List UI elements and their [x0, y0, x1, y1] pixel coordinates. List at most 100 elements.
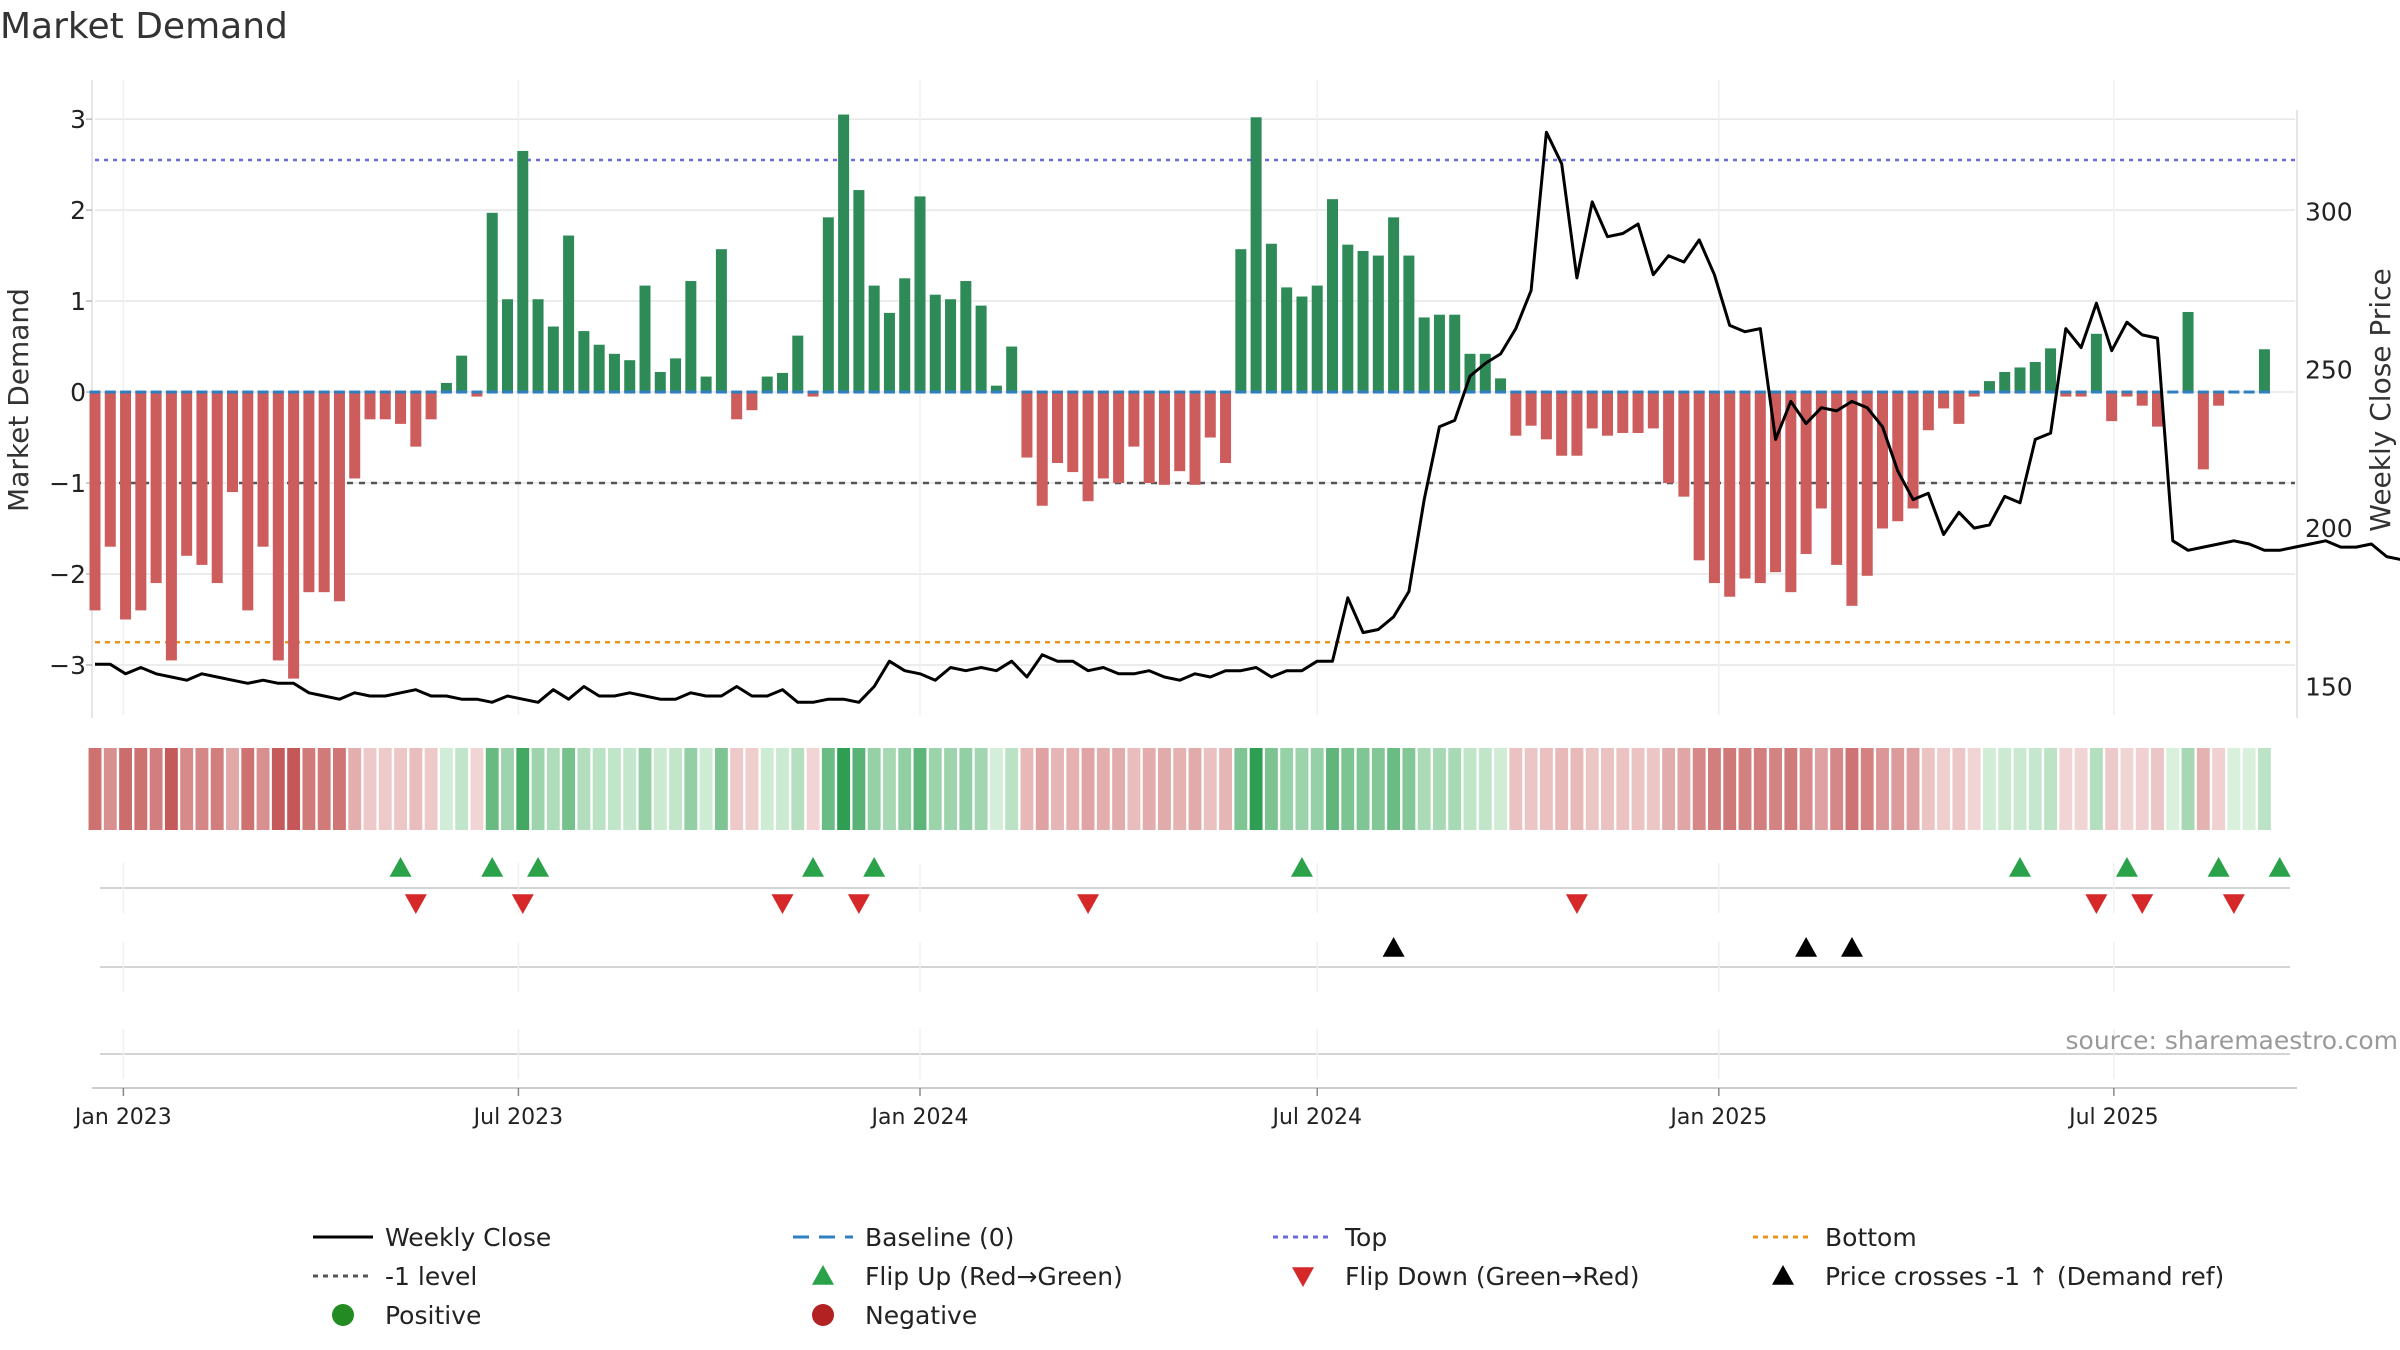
- demand-bar: [379, 392, 391, 420]
- demand-bar: [1006, 346, 1018, 393]
- y2-axis-ticks: 150 200 250 300: [2305, 197, 2353, 701]
- demand-bar: [1097, 392, 1109, 479]
- heat-strip-cell: [134, 748, 148, 830]
- heat-strip-cell: [1769, 748, 1782, 830]
- x-tick-label: Jul 2024: [1270, 1105, 1362, 1130]
- demand-bar: [2182, 311, 2194, 393]
- heat-strip-cell: [1417, 748, 1431, 830]
- demand-bar: [1739, 392, 1751, 579]
- heat-strip-cell: [2044, 748, 2057, 830]
- heat-strip-cell: [699, 748, 713, 830]
- heat-strip-cell: [1356, 748, 1370, 830]
- heat-strip-cell: [2151, 748, 2164, 830]
- demand-bar: [181, 392, 193, 556]
- legend-label: Baseline (0): [865, 1223, 1014, 1252]
- demand-bar: [1235, 249, 1247, 393]
- demand-bar: [1327, 199, 1338, 393]
- demand-bar: [960, 281, 972, 393]
- demand-bar: [1800, 392, 1812, 554]
- demand-bar: [608, 353, 620, 393]
- demand-bar: [410, 392, 422, 447]
- legend-label: Price crosses -1 ↑ (Demand ref): [1825, 1262, 2224, 1291]
- demand-bar: [1296, 296, 1308, 393]
- heat-strip-cell: [1371, 748, 1385, 830]
- demand-bar: [1754, 392, 1766, 584]
- demand-bar: [914, 196, 926, 393]
- demand-bar: [1877, 392, 1888, 529]
- demand-bar: [1342, 244, 1354, 393]
- heat-strip-cell: [485, 748, 499, 830]
- heat-strip-cell: [608, 748, 621, 830]
- demand-bar: [1357, 251, 1369, 393]
- flip-up-marker: [802, 857, 825, 877]
- demand-bar: [654, 372, 666, 393]
- demand-bar: [1892, 392, 1904, 522]
- demand-bar: [120, 392, 132, 620]
- heat-strip-cell: [1234, 748, 1248, 830]
- heat-strip-cell: [531, 748, 545, 830]
- demand-bar: [1617, 392, 1629, 433]
- heat-strip-cell: [516, 748, 530, 830]
- reference-lines: [95, 158, 2295, 644]
- heat-strip-cell: [1646, 748, 1660, 830]
- heat-strip-cell: [88, 748, 102, 830]
- demand-bar: [2197, 392, 2209, 470]
- demand-bar: [563, 235, 575, 393]
- demand-bar: [1372, 255, 1384, 393]
- y2-axis-title: Weekly Close Price: [2364, 268, 2397, 531]
- heat-strip-cell: [2120, 748, 2134, 830]
- demand-bar: [1815, 392, 1827, 509]
- heat-strip-cell: [2013, 748, 2027, 830]
- heat-strip-cell: [776, 748, 789, 830]
- demand-bar: [1433, 314, 1445, 393]
- flip-events-row: [100, 857, 2291, 914]
- demand-bar: [1632, 392, 1644, 433]
- heat-strip-cell: [1142, 748, 1156, 830]
- y-tick-label: −2: [49, 560, 86, 589]
- flip-down-marker: [2085, 894, 2108, 914]
- demand-bar: [807, 392, 819, 397]
- heat-strip-cell: [959, 748, 973, 830]
- heat-strip-cell: [409, 748, 423, 830]
- heat-strip-cell: [2135, 748, 2149, 830]
- x-tick-label: Jul 2023: [472, 1105, 564, 1130]
- price-cross-row: [100, 937, 2290, 992]
- price-cross-marker: [1382, 937, 1405, 957]
- heat-strip-cell: [424, 748, 438, 830]
- demand-bar: [1708, 392, 1720, 584]
- legend-item: Flip Up (Red→Green): [812, 1262, 1123, 1291]
- demand-bar: [1953, 392, 1965, 424]
- y-tick-label: 1: [70, 287, 86, 316]
- heat-strip-cell: [1830, 748, 1844, 830]
- heat-strip-cell: [1051, 748, 1064, 830]
- y-axis-title: Market Demand: [2, 288, 35, 512]
- x-tick-label: Jan 2024: [870, 1105, 969, 1130]
- demand-bar: [547, 326, 559, 393]
- heat-strip-cell: [2166, 748, 2180, 830]
- heat-strip-cell: [210, 748, 224, 830]
- legend-item: Flip Down (Green→Red): [1292, 1262, 1640, 1291]
- demand-bar: [425, 392, 437, 420]
- y-tick-label: 3: [70, 105, 86, 134]
- demand-bar: [502, 299, 513, 393]
- flip-up-marker: [527, 857, 550, 877]
- heat-strip-cell: [1096, 748, 1110, 830]
- demand-bar: [1113, 392, 1125, 484]
- demand-bar: [196, 392, 208, 565]
- heat-strip-cell: [2242, 748, 2256, 830]
- demand-bars: [89, 114, 2270, 679]
- heat-strip-cell: [928, 748, 942, 830]
- demand-bar: [318, 392, 330, 593]
- heat-strip-cell: [1524, 748, 1538, 830]
- demand-bar: [685, 281, 697, 393]
- demand-bar: [1770, 392, 1782, 573]
- heat-strip-cell: [1494, 748, 1507, 830]
- flip-up-marker: [2009, 857, 2031, 877]
- heat-strip-cell: [883, 748, 896, 830]
- heat-strip-cell: [913, 748, 927, 830]
- legend-swatch: [332, 1304, 354, 1326]
- demand-bar: [746, 392, 758, 411]
- demand-bar: [1495, 378, 1507, 393]
- heat-strip-cell: [1249, 748, 1263, 830]
- flip-down-marker: [2222, 894, 2245, 914]
